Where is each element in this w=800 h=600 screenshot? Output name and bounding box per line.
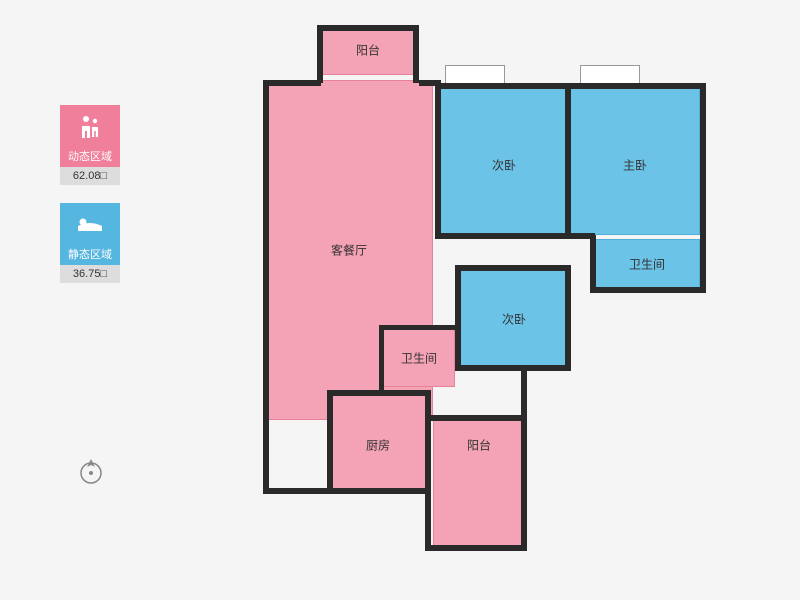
window-marker [580,65,640,85]
floorplan: 阳台客餐厅次卧主卧卫生间次卧卫生间厨房阳台 [235,25,710,565]
legend-static-label: 静态区域 [60,245,120,265]
wall-segment [263,80,321,86]
room-label-living: 客餐厅 [331,242,367,259]
legend-dynamic: 动态区域 62.08□ [60,105,124,185]
compass-icon [75,455,107,487]
wall-segment [327,390,427,396]
wall-segment [455,265,461,371]
wall-segment [263,488,333,494]
room-label-bath_mid: 卫生间 [401,350,437,367]
wall-segment [590,287,706,293]
wall-segment [425,545,527,551]
room-label-balcony_top: 阳台 [356,42,380,59]
room-label-bedroom2_top: 次卧 [492,157,516,174]
window-marker [445,65,505,85]
room-label-bath_right: 卫生间 [629,256,665,273]
legend: 动态区域 62.08□ 静态区域 36.75□ [60,105,124,301]
wall-segment [379,325,384,391]
legend-dynamic-value: 62.08□ [60,167,120,185]
wall-segment [565,87,571,239]
wall-segment [455,365,571,371]
wall-segment [327,390,333,490]
wall-segment [317,25,323,83]
wall-segment [435,233,595,239]
legend-dynamic-label: 动态区域 [60,147,120,167]
wall-segment [590,235,596,293]
wall-segment [425,415,527,421]
room-label-kitchen: 厨房 [366,437,390,454]
wall-segment [565,265,571,371]
legend-static-value: 36.75□ [60,265,120,283]
wall-segment [327,488,431,494]
legend-static: 静态区域 36.75□ [60,203,124,283]
wall-segment [379,325,459,330]
people-icon [60,105,120,147]
room-label-bedroom1: 主卧 [623,157,647,174]
wall-segment [435,83,441,235]
wall-segment [700,83,706,293]
wall-segment [413,25,419,83]
room-label-bedroom3: 次卧 [502,311,526,328]
wall-segment [263,80,269,488]
room-label-balcony_bot: 阳台 [467,437,491,454]
wall-segment [425,390,431,550]
sleep-icon [60,203,120,245]
wall-segment [317,25,419,31]
wall-segment [521,369,527,551]
wall-segment [455,265,571,271]
